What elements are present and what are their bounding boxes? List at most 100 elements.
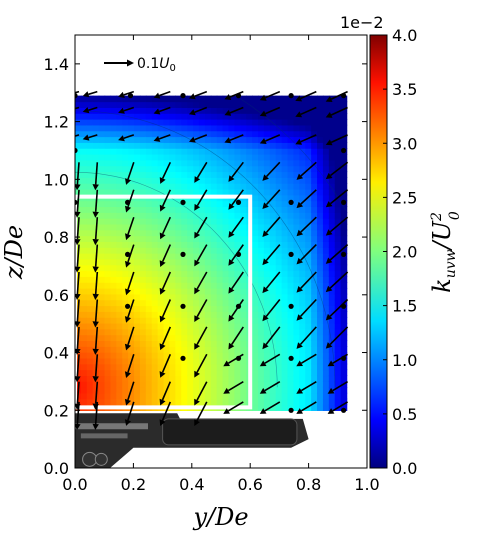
field-cell [311, 142, 318, 149]
field-cell [275, 235, 283, 242]
field-cell [334, 252, 342, 260]
field-cell [258, 352, 265, 359]
field-cell [187, 264, 194, 272]
field-cell [234, 148, 241, 155]
field-cell [293, 165, 301, 173]
field-cell [80, 252, 88, 260]
field-cell [293, 136, 301, 143]
field-cell [145, 392, 153, 400]
velocity-arrow-shaft [196, 161, 208, 179]
field-cell [234, 293, 241, 301]
field-cell [139, 334, 147, 342]
field-cell [151, 369, 159, 377]
field-cell [234, 223, 241, 231]
field-cell [317, 95, 324, 103]
field-cell [258, 270, 265, 277]
field-cell [204, 264, 212, 272]
field-cell [340, 386, 348, 394]
field-cell [145, 375, 153, 382]
field-cell [317, 200, 324, 208]
field-cell [228, 352, 236, 359]
field-cell [258, 322, 265, 330]
field-cell [222, 340, 230, 347]
field-cell [145, 212, 153, 219]
field-cell [252, 375, 259, 382]
field-cell [275, 386, 283, 394]
field-cell [187, 282, 194, 289]
field-cell [163, 153, 171, 161]
field-cell [80, 229, 88, 237]
field-cell [322, 404, 330, 411]
field-cell [157, 305, 165, 312]
field-cell [145, 322, 153, 330]
field-cell [293, 194, 301, 202]
field-cell [240, 334, 247, 342]
field-cell [299, 142, 306, 149]
field-cell [299, 270, 306, 277]
field-cell [128, 212, 135, 219]
velocity-arrow-head [124, 343, 131, 351]
field-cell [263, 153, 271, 161]
field-cell [139, 235, 147, 242]
velocity-arrow-head [153, 108, 161, 115]
field-cell [116, 282, 123, 289]
field-cell [328, 223, 336, 231]
velocity-arrow-shaft [76, 401, 80, 425]
field-cell [157, 334, 165, 342]
field-cell [122, 118, 129, 126]
field-cell [151, 363, 159, 371]
velocity-arrow-head [224, 94, 232, 100]
field-cell [163, 136, 171, 143]
y-axis: 0.00.20.40.60.81.01.21.4 [44, 55, 367, 478]
field-cell [340, 95, 348, 103]
field-cell [193, 153, 200, 161]
field-cell [163, 369, 171, 377]
field-cell [134, 381, 141, 388]
field-cell [322, 375, 330, 382]
field-cell [139, 352, 147, 359]
field-cell [328, 276, 336, 283]
field-cell [334, 287, 342, 295]
velocity-arrow-shaft [329, 298, 349, 317]
field-cell [293, 200, 301, 208]
field-cell [110, 375, 118, 382]
measurement-point [235, 303, 242, 309]
field-cell [322, 206, 330, 213]
field-cell [299, 328, 306, 336]
field-cell [228, 252, 236, 260]
field-cell [181, 317, 188, 324]
field-cell [317, 375, 324, 382]
field-cell [139, 165, 147, 173]
field-cell [204, 334, 212, 342]
field-cell [246, 118, 253, 126]
field-cell [104, 322, 112, 330]
field-cell [263, 188, 271, 196]
field-cell [258, 311, 265, 318]
field-cell [175, 282, 182, 289]
velocity-arrow-shaft [88, 106, 98, 111]
field-cell [80, 124, 88, 132]
velocity-arrow-shaft [123, 106, 135, 112]
field-cell [80, 258, 88, 266]
field-cell [228, 264, 236, 272]
field-cell [275, 194, 283, 202]
field-cell [275, 247, 283, 254]
field-cell [287, 369, 295, 377]
field-cell [281, 357, 289, 365]
field-cell [299, 165, 306, 173]
velocity-arrow-shaft [330, 106, 348, 116]
field-cell [92, 165, 100, 173]
field-cell [169, 118, 177, 126]
field-cell [151, 206, 159, 213]
field-cell [204, 183, 212, 190]
field-cell [216, 153, 224, 161]
field-cell [139, 229, 147, 237]
field-cell [275, 165, 283, 173]
field-cell [216, 270, 224, 277]
field-cell [187, 217, 194, 225]
field-cell [98, 171, 106, 178]
field-cell [157, 171, 165, 178]
field-cell [240, 101, 247, 108]
field-cell [269, 183, 277, 190]
field-cell [198, 247, 206, 254]
